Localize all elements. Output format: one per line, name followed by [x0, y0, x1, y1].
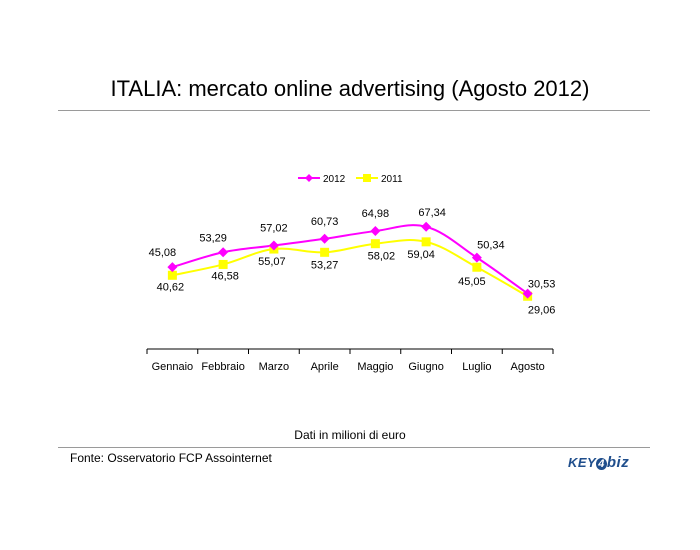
x-tick-label: Luglio	[462, 361, 491, 373]
point-2012	[268, 240, 279, 251]
point-2011	[472, 262, 482, 272]
data-label-2011: 29,06	[528, 304, 556, 316]
point-2012	[167, 262, 178, 273]
point-2011	[421, 237, 431, 247]
data-label-2011: 40,62	[157, 281, 185, 293]
units-note: Dati in milioni di euro	[294, 428, 406, 442]
x-tick-label: Maggio	[357, 361, 393, 373]
chart-title: ITALIA: mercato online advertising (Agos…	[110, 76, 590, 101]
point-2012	[319, 233, 330, 244]
point-2011	[320, 247, 330, 257]
legend-marker-2012	[305, 174, 313, 182]
data-label-2011: 46,58	[211, 270, 239, 282]
series-markers	[167, 221, 533, 301]
data-label-2011: 55,07	[258, 256, 286, 268]
x-tick-label: Gennaio	[152, 361, 194, 373]
data-label-2012: 57,02	[260, 223, 288, 235]
legend-label-2011: 2011	[381, 174, 403, 185]
x-tick-label: Giugno	[408, 361, 443, 373]
point-2011	[370, 239, 380, 249]
data-label-2012: 60,73	[311, 216, 339, 228]
key4biz-logo: KEY 4 biz	[568, 454, 630, 471]
x-tick-label: Agosto	[511, 361, 545, 373]
point-2012	[370, 226, 381, 237]
data-labels: 45,08 53,29 57,02 60,73 64,98 67,34 50,34 30,53…	[149, 207, 556, 316]
title-divider	[58, 110, 650, 111]
data-label-2011: 59,04	[407, 249, 435, 261]
source-text: Fonte: Osservatorio FCP Assointernet	[70, 451, 272, 465]
legend-label-2012: 2012	[323, 174, 346, 185]
data-label-2011: 58,02	[368, 251, 396, 263]
data-label-2012: 45,08	[149, 247, 177, 259]
data-label-2012: 30,53	[528, 279, 556, 291]
point-2012	[471, 252, 482, 263]
data-label-2012: 67,34	[418, 207, 446, 219]
data-label-2012: 50,34	[477, 240, 505, 252]
legend: 2012 2011	[298, 174, 403, 185]
legend-marker-2011	[363, 174, 371, 182]
x-tick-label: Aprile	[311, 361, 339, 373]
point-2012	[522, 288, 533, 299]
point-2011	[167, 270, 177, 280]
x-tick-label: Febbraio	[201, 361, 244, 373]
data-label-2011: 45,05	[458, 276, 486, 288]
x-tick-label: Marzo	[259, 361, 290, 373]
series-line-2012	[172, 224, 529, 295]
point-2012	[218, 247, 229, 258]
point-2012	[421, 221, 432, 232]
data-label-2012: 64,98	[362, 208, 390, 220]
data-label-2012: 53,29	[199, 232, 227, 244]
point-2011	[218, 259, 228, 269]
data-label-2011: 53,27	[311, 259, 339, 271]
footer-divider	[58, 447, 650, 448]
x-axis: Gennaio Febbraio Marzo Aprile Maggio Giugno Lu…	[146, 348, 554, 373]
line-chart: 2012 2011 Gennaio Febbraio Marzo Aprile Maggi…	[146, 174, 556, 373]
